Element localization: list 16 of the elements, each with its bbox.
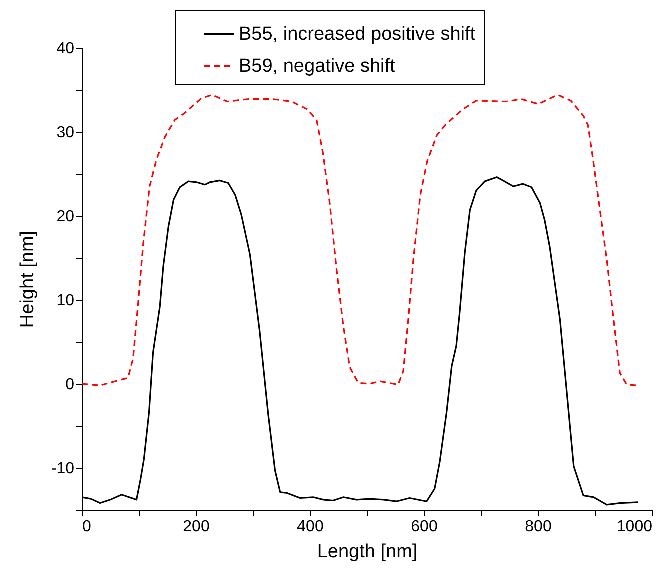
x-tick-label: 0 bbox=[82, 518, 92, 536]
x-tick-label: 1000 bbox=[616, 518, 653, 536]
y-axis-title: Height [nm] bbox=[17, 230, 38, 328]
y-tick-label: -10 bbox=[51, 460, 75, 478]
x-axis-title: Length [nm] bbox=[317, 542, 418, 562]
x-tick-label: 200 bbox=[183, 518, 210, 536]
x-tick-label: 400 bbox=[297, 518, 324, 536]
y-tick-label: 30 bbox=[56, 124, 75, 142]
y-tick-label: 40 bbox=[56, 40, 75, 58]
y-tick-label: 10 bbox=[56, 292, 75, 310]
legend-label: B55, increased positive shift bbox=[239, 24, 476, 45]
x-tick-label: 800 bbox=[525, 518, 552, 536]
y-tick-label: 20 bbox=[56, 208, 75, 226]
x-tick-label: 600 bbox=[411, 518, 438, 536]
legend-label: B59, negative shift bbox=[239, 56, 396, 77]
y-tick-label: 0 bbox=[66, 376, 75, 394]
